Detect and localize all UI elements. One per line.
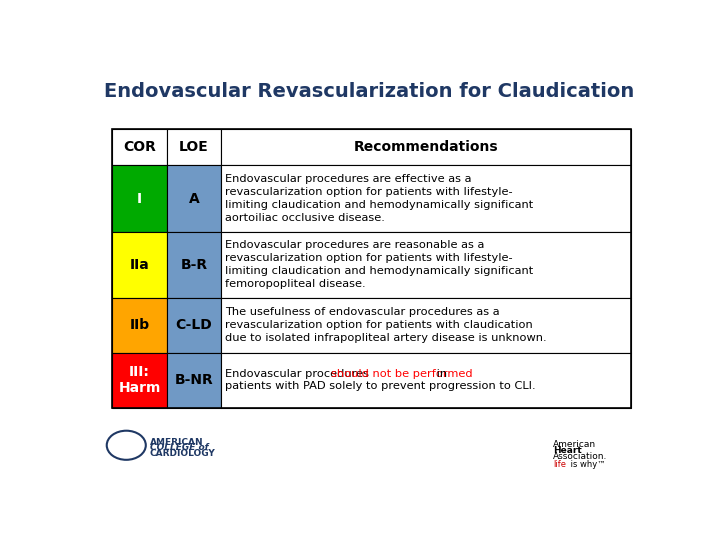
Bar bbox=[167, 165, 221, 232]
Bar bbox=[112, 129, 631, 408]
Bar bbox=[112, 232, 167, 298]
Bar bbox=[167, 353, 221, 408]
Text: B-NR: B-NR bbox=[175, 373, 213, 387]
Text: IIa: IIa bbox=[130, 258, 150, 272]
Text: is why™: is why™ bbox=[568, 460, 606, 469]
Text: Endovascular Revascularization for Claudication: Endovascular Revascularization for Claud… bbox=[104, 82, 634, 102]
Text: III:
Harm: III: Harm bbox=[118, 365, 161, 395]
Text: AMERICAN: AMERICAN bbox=[150, 438, 203, 447]
Text: patients with PAD solely to prevent progression to CLI.: patients with PAD solely to prevent prog… bbox=[225, 381, 536, 391]
Text: Association.: Association. bbox=[553, 452, 608, 461]
Text: should not be performed: should not be performed bbox=[331, 369, 473, 380]
Text: LOE: LOE bbox=[179, 140, 209, 154]
Text: Heart: Heart bbox=[553, 446, 582, 455]
Text: Endovascular procedures are effective as a
revascularization option for patients: Endovascular procedures are effective as… bbox=[225, 174, 534, 222]
Text: IIb: IIb bbox=[130, 318, 150, 332]
Bar bbox=[221, 165, 631, 232]
Text: in: in bbox=[433, 369, 446, 380]
Bar bbox=[167, 298, 221, 353]
Bar bbox=[221, 298, 631, 353]
Text: B-R: B-R bbox=[181, 258, 207, 272]
Text: I: I bbox=[137, 192, 142, 206]
Bar bbox=[112, 353, 167, 408]
Bar bbox=[167, 232, 221, 298]
Bar bbox=[221, 129, 631, 165]
Text: Endovascular procedures: Endovascular procedures bbox=[225, 369, 373, 380]
Bar bbox=[112, 165, 167, 232]
Text: The usefulness of endovascular procedures as a
revascularization option for pati: The usefulness of endovascular procedure… bbox=[225, 307, 546, 343]
Text: Endovascular procedures are reasonable as a
revascularization option for patient: Endovascular procedures are reasonable a… bbox=[225, 240, 534, 289]
Text: CARDIOLOGY: CARDIOLOGY bbox=[150, 449, 215, 458]
Bar bbox=[112, 129, 167, 165]
Bar bbox=[221, 353, 631, 408]
Text: A: A bbox=[189, 192, 199, 206]
Bar bbox=[112, 298, 167, 353]
Text: COLLEGE of: COLLEGE of bbox=[150, 443, 208, 453]
Text: American: American bbox=[553, 440, 596, 449]
Text: COR: COR bbox=[123, 140, 156, 154]
Bar bbox=[167, 129, 221, 165]
Text: life: life bbox=[553, 460, 566, 469]
Text: Recommendations: Recommendations bbox=[354, 140, 498, 154]
Bar bbox=[221, 232, 631, 298]
Text: C-LD: C-LD bbox=[176, 318, 212, 332]
